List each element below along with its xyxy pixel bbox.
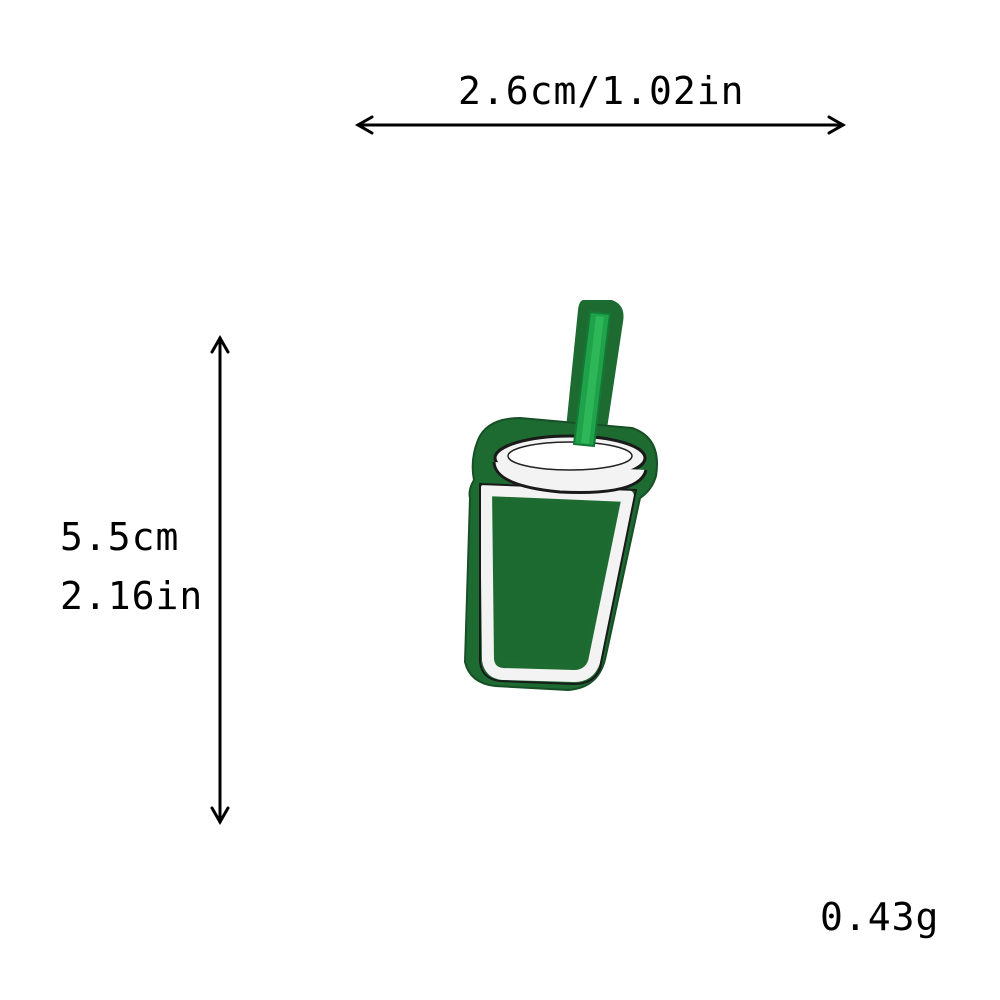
height-in-dimension-label: 2.16in [60, 574, 204, 618]
height-arrow [210, 334, 230, 826]
drink-cup-with-straw-patch-icon [463, 300, 658, 692]
width-arrow [354, 115, 847, 135]
weight-label: 0.43g [820, 895, 940, 939]
height-cm-dimension-label: 5.5cm [60, 515, 180, 559]
width-dimension-label: 2.6cm/1.02in [458, 69, 745, 113]
